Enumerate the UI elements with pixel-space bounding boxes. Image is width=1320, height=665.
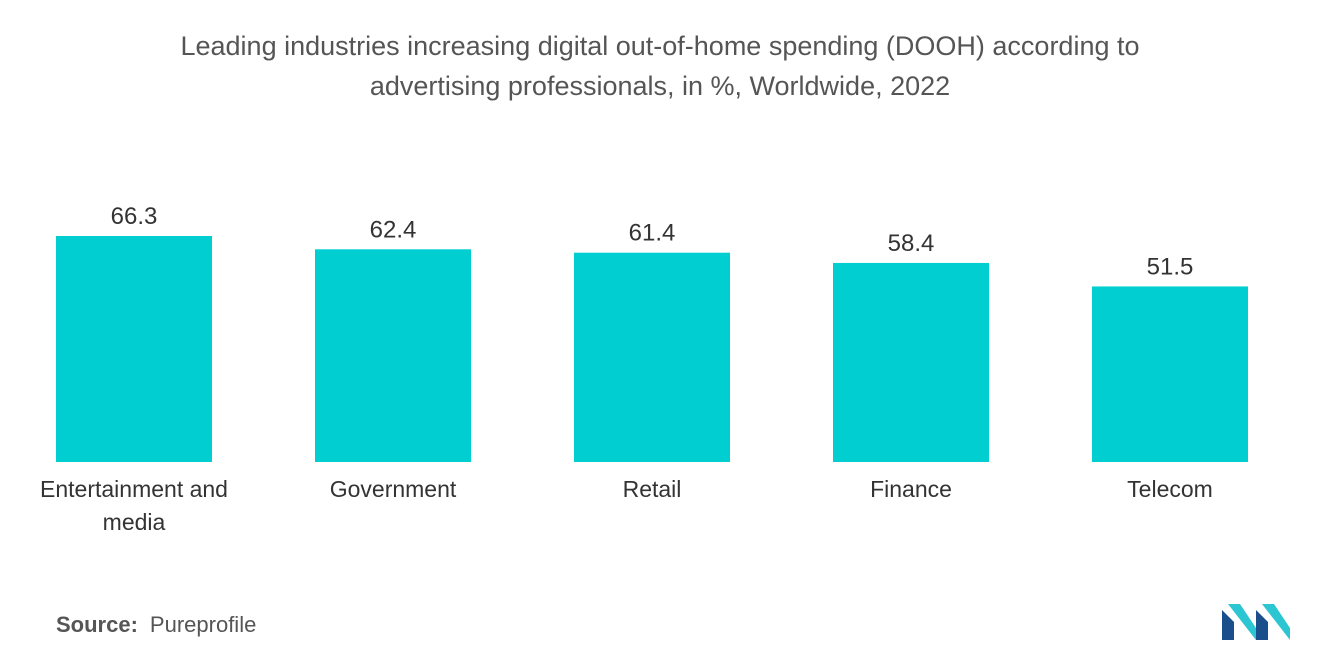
bar-4 (1092, 286, 1248, 462)
logo-shape-3 (1256, 610, 1268, 640)
mordor-intelligence-logo (1222, 604, 1290, 640)
chart-title-line-1: Leading industries increasing digital ou… (180, 31, 1140, 61)
source-label: Source: (56, 612, 138, 637)
bar-0 (56, 236, 212, 462)
category-label-3: Finance (870, 476, 952, 502)
value-label-1: 62.4 (370, 216, 417, 243)
logo-shape-2 (1228, 604, 1256, 640)
category-label-4: Telecom (1127, 476, 1213, 502)
bar-3 (833, 262, 989, 462)
category-label-1: Government (330, 476, 457, 502)
value-label-2: 61.4 (629, 220, 676, 247)
bar-1 (315, 249, 471, 462)
bar-2 (574, 252, 730, 462)
value-label-0: 66.3 (111, 203, 158, 230)
category-label-0-line-1: media (103, 509, 166, 535)
category-label-2: Retail (623, 476, 682, 502)
chart-title: Leading industries increasing digital ou… (40, 26, 1280, 106)
source-note: Source: Pureprofile (56, 612, 256, 638)
value-label-3: 58.4 (888, 230, 935, 257)
chart-title-line-2: advertising professionals, in %, Worldwi… (369, 71, 951, 101)
logo-shape-1 (1222, 610, 1234, 640)
logo-shape-4 (1262, 604, 1290, 640)
value-label-4: 51.5 (1147, 253, 1194, 280)
category-label-0-line-0: Entertainment and (40, 476, 228, 502)
source-value: Pureprofile (149, 612, 257, 637)
